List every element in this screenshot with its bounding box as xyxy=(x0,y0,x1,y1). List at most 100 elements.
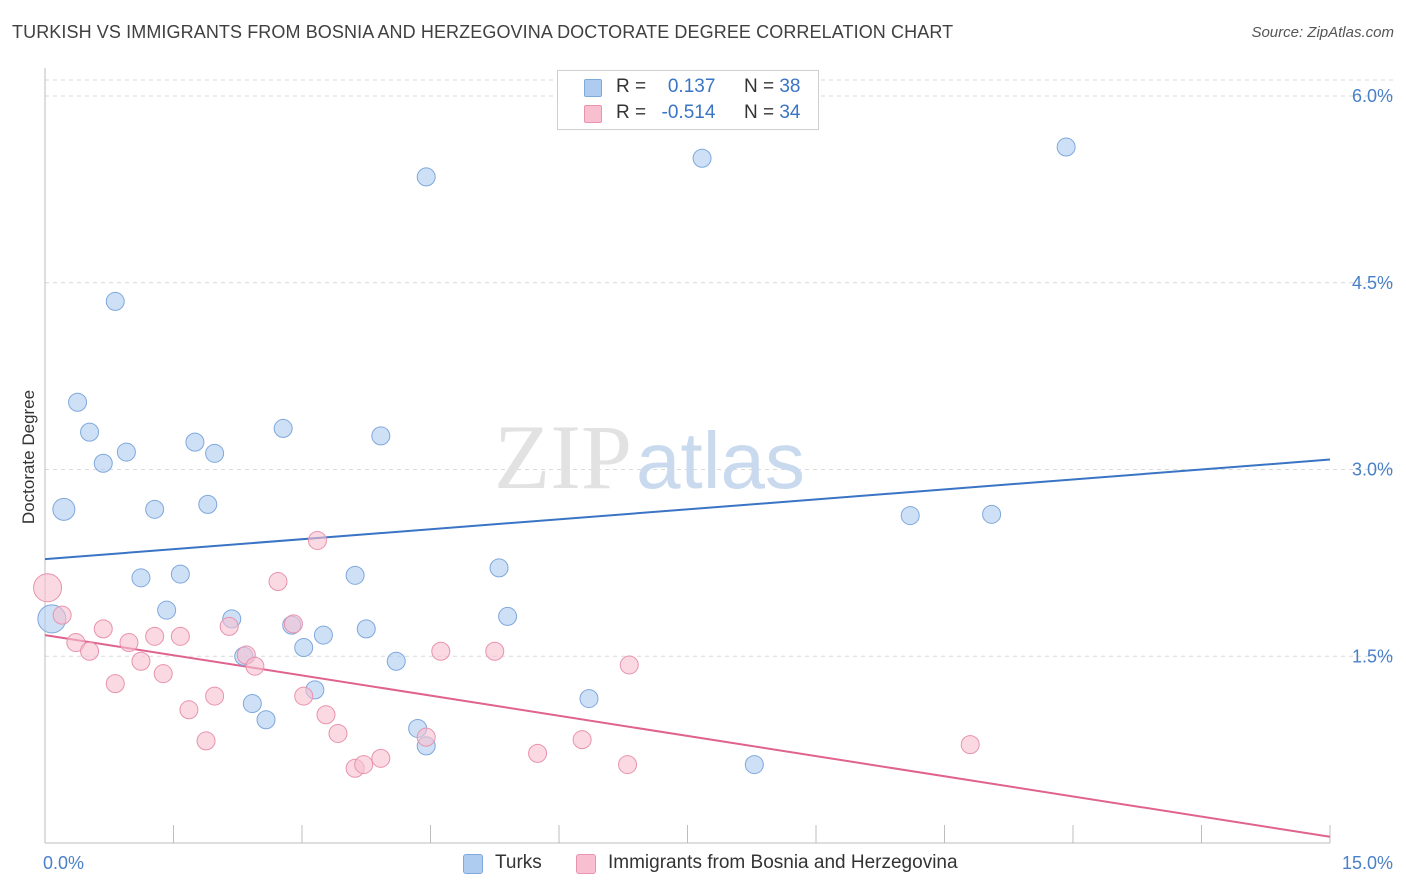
turks-point xyxy=(198,494,218,514)
bosnia-point xyxy=(485,641,505,661)
bosnia-point xyxy=(245,656,265,676)
y-tick-label: 6.0% xyxy=(1352,86,1393,106)
r-label: R = xyxy=(616,76,647,97)
bosnia-point xyxy=(528,743,548,763)
bosnia-point xyxy=(354,755,374,775)
y-axis-label: Doctorate Degree xyxy=(19,390,38,524)
bosnia-point xyxy=(294,686,314,706)
bosnia-point xyxy=(131,651,151,671)
bottom-swatch-bosnia xyxy=(576,854,596,874)
legend-swatch-bosnia xyxy=(584,105,602,123)
grid-lines xyxy=(45,79,1395,657)
legend-swatch-turks xyxy=(584,79,602,97)
bosnia-point xyxy=(52,605,72,625)
r-value: -0.514 xyxy=(661,102,716,123)
turks-trend-line xyxy=(44,458,1331,561)
watermark-atlas: atlas xyxy=(636,416,805,505)
turks-point xyxy=(416,167,436,187)
y-tick-label: 3.0% xyxy=(1352,460,1393,480)
bosnia-point xyxy=(960,735,980,755)
bosnia-point xyxy=(316,705,336,725)
n-label: N = xyxy=(743,102,775,123)
watermark-zip: ZIP xyxy=(494,406,632,508)
turks-point xyxy=(692,148,712,168)
turks-point xyxy=(145,499,165,519)
turks-point xyxy=(93,453,113,473)
correlation-legend: R = 0.137 N = 38 R = -0.514 N = 34 xyxy=(557,70,819,130)
x-tick-label: 0.0% xyxy=(43,853,84,873)
turks-point xyxy=(294,638,314,658)
x-tick-label: 15.0% xyxy=(1342,853,1393,873)
turks-point xyxy=(157,600,177,620)
bosnia-point xyxy=(371,748,391,768)
r-value: 0.137 xyxy=(667,76,716,97)
axes xyxy=(44,68,1331,844)
chart-title: TURKISH VS IMMIGRANTS FROM BOSNIA AND HE… xyxy=(12,22,954,42)
watermark: ZIP atlas xyxy=(494,406,805,508)
bosnia-point xyxy=(153,664,173,684)
trend-lines xyxy=(44,458,1331,838)
turks-point xyxy=(131,568,151,588)
legend-stats-turks: R = 0.137 N = 38 xyxy=(616,76,800,98)
bosnia-point xyxy=(268,572,288,592)
bosnia-point xyxy=(179,700,199,720)
bosnia-trend-line xyxy=(44,634,1331,838)
turks-point xyxy=(498,606,518,626)
turks-point xyxy=(52,497,76,521)
turks-point xyxy=(345,565,365,585)
bosnia-point xyxy=(219,616,239,636)
turks-point xyxy=(900,506,920,526)
turks-point xyxy=(579,689,599,709)
bosnia-point xyxy=(618,755,638,775)
turks-point xyxy=(982,504,1002,524)
turks-point xyxy=(313,625,333,645)
bosnia-point xyxy=(619,655,639,675)
bosnia-point xyxy=(283,614,303,634)
bosnia-point xyxy=(572,730,592,750)
turks-point xyxy=(68,392,88,412)
bosnia-point xyxy=(66,633,86,653)
bosnia-point xyxy=(205,686,225,706)
turks-point xyxy=(356,619,376,639)
y-tick-label: 4.5% xyxy=(1352,273,1393,293)
y-tick-label: 1.5% xyxy=(1352,646,1393,666)
turks-point xyxy=(170,564,190,584)
turks-point xyxy=(489,558,509,578)
bosnia-point xyxy=(196,731,216,751)
n-label: N = xyxy=(743,76,775,97)
source-label: Source: ZipAtlas.com xyxy=(1251,24,1394,41)
turks-point xyxy=(1056,137,1076,157)
turks-point xyxy=(256,710,276,730)
bosnia-point xyxy=(119,633,139,653)
bosnia-point xyxy=(145,626,165,646)
bosnia-point xyxy=(328,723,348,743)
bottom-swatch-turks xyxy=(463,854,483,874)
turks-point xyxy=(744,755,764,775)
bottom-legend-bosnia-label: Immigrants from Bosnia and Herzegovina xyxy=(608,852,958,873)
bottom-legend-turks-label: Turks xyxy=(495,852,542,873)
data-points xyxy=(33,137,1076,778)
turks-point xyxy=(386,651,406,671)
bosnia-point xyxy=(33,573,63,603)
bosnia-point xyxy=(105,674,125,694)
bosnia-point xyxy=(170,626,190,646)
n-value: 38 xyxy=(779,76,801,97)
turks-point xyxy=(185,432,205,452)
axis-labels: 1.5% 3.0% 4.5% 6.0% 0.0% 15.0% Doctorate Degre… xyxy=(19,86,1393,873)
bosnia-point xyxy=(431,641,451,661)
turks-point xyxy=(242,694,262,714)
r-label: R = xyxy=(616,102,647,123)
bosnia-point xyxy=(93,619,113,639)
legend-stats-bosnia: R = -0.514 N = 34 xyxy=(616,102,800,124)
bosnia-point xyxy=(416,727,436,747)
turks-point xyxy=(116,442,136,462)
turks-point xyxy=(371,426,391,446)
turks-point xyxy=(273,418,293,438)
bosnia-point xyxy=(80,641,100,661)
bosnia-point xyxy=(307,530,327,550)
turks-point xyxy=(105,291,125,311)
turks-point xyxy=(205,443,225,463)
turks-point xyxy=(80,422,100,442)
n-value: 34 xyxy=(779,102,801,123)
